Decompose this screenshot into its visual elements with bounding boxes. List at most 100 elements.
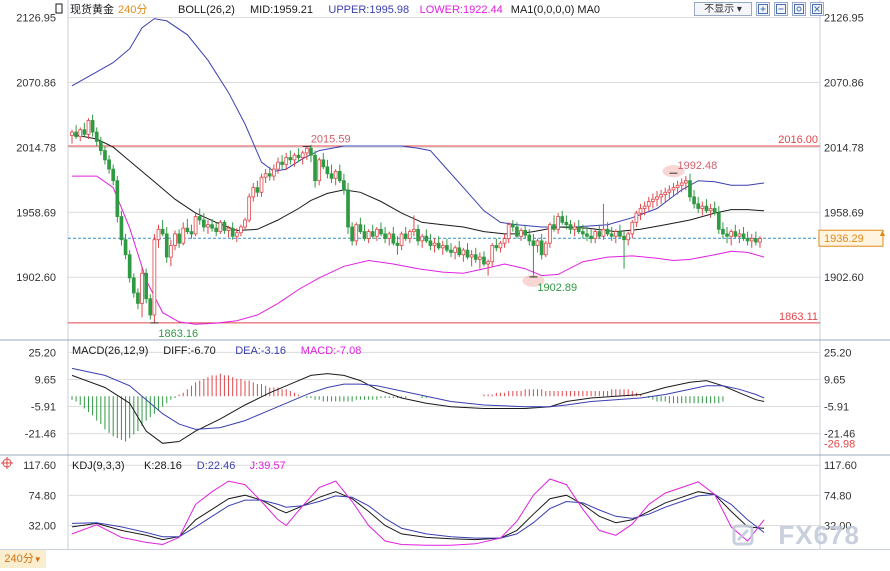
watermark-logo-icon <box>732 524 754 546</box>
candle-body <box>445 245 449 251</box>
candle-body <box>189 231 194 235</box>
candle-body <box>296 154 301 158</box>
candle-body <box>539 240 544 256</box>
candle-body <box>387 233 392 239</box>
candle-body <box>342 180 346 191</box>
candle-body <box>510 224 515 228</box>
add-panel-button[interactable] <box>756 2 770 16</box>
kdj-tick-label: 74.80 <box>28 490 56 502</box>
settings-button[interactable] <box>792 2 806 16</box>
macd-diff-line <box>71 373 765 444</box>
candle-body <box>230 227 235 237</box>
display-toggle-dropdown[interactable]: 不显示 ▾ <box>694 2 752 16</box>
macd-dea-line <box>71 367 765 430</box>
candle-body <box>506 224 511 239</box>
candle-body <box>94 131 99 142</box>
candle-body <box>655 196 659 200</box>
candle-body <box>375 228 379 237</box>
period-tab[interactable]: 240分▼ <box>0 550 46 568</box>
remove-panel-button[interactable] <box>774 2 788 16</box>
candle-body <box>626 233 631 241</box>
candle-body <box>127 254 132 279</box>
candle-body <box>251 187 256 198</box>
candle-body <box>428 240 433 246</box>
candle-body <box>416 228 420 242</box>
legend-item: BOLL(26,2) <box>178 4 235 16</box>
candle-body <box>288 157 293 161</box>
candle-body <box>164 233 169 258</box>
candle-body <box>502 238 507 244</box>
candle-body <box>758 238 762 243</box>
candle-body <box>185 227 190 233</box>
candle-body <box>745 238 750 242</box>
candle-body <box>593 231 598 239</box>
macd-tick-label: 9.65 <box>35 374 56 386</box>
candle-body <box>630 221 635 235</box>
reference-line-label: 2016.00 <box>778 134 818 146</box>
legend-main: 现货黄金 240分 BOLL(26,2) MID:1959.21 UPPER:199… <box>55 2 600 16</box>
panel-frames <box>0 0 890 549</box>
candle-body <box>642 205 647 209</box>
candle-body <box>651 198 655 202</box>
legend-item: MID:1959.21 <box>250 4 313 16</box>
candle-body <box>74 131 78 138</box>
candle-body <box>449 249 453 253</box>
legend-item: MACD(26,12,9) <box>72 345 148 357</box>
candle-body <box>461 249 466 256</box>
legend-item: MA1(0,0,0,0) MA0 <box>511 4 600 16</box>
candle-body <box>350 226 354 242</box>
candle-body <box>234 232 239 237</box>
candle-body <box>284 157 289 165</box>
candle-body <box>638 208 643 214</box>
candle-body <box>412 228 416 233</box>
candle-body <box>519 230 523 237</box>
candle-body <box>222 221 227 231</box>
candle-body <box>152 239 157 316</box>
price-tick-label: 2014.78 <box>16 142 56 154</box>
period-tab-label: 240分 <box>4 553 34 565</box>
y-axis-labels: 2126.95 2126.95 2070.86 2070.86 2014.78 2014.… <box>16 13 864 533</box>
candle-body <box>737 233 742 237</box>
candle-body <box>543 242 548 256</box>
candle-body <box>696 203 701 209</box>
kdj-tick-label: 117.60 <box>824 460 857 472</box>
candle-body <box>535 240 540 246</box>
annotation-label: 1992.48 <box>677 160 717 172</box>
candle-body <box>300 152 305 158</box>
candle-body <box>605 228 610 235</box>
candle-body <box>214 227 219 233</box>
legend-item: DIFF:-6.70 <box>163 345 216 357</box>
candle-body <box>383 233 387 239</box>
price-annotations: 2015.59 1992.48 1902.89 1863.16 <box>150 133 717 340</box>
candle-body <box>226 227 231 231</box>
candle-body <box>622 235 626 241</box>
candle-body <box>609 233 614 237</box>
candle-body <box>111 168 116 182</box>
legend-item: DEA:-3.16 <box>235 345 286 357</box>
candle-body <box>700 205 705 209</box>
candle-body <box>173 233 177 246</box>
price-tick-label: 2070.86 <box>16 77 56 89</box>
candle-body <box>148 298 153 316</box>
legend-macd: MACD(26,12,9) DIFF:-6.70 DEA:-3.16 MACD:-7.… <box>72 345 361 357</box>
macd-lines: -26.98 <box>71 367 855 450</box>
candle-body <box>663 191 668 195</box>
candle-body <box>304 147 309 154</box>
legend-item: J:39.57 <box>250 460 286 472</box>
annotation-highlight <box>522 274 545 287</box>
candle-body <box>333 171 338 179</box>
kdj-lines <box>71 478 765 546</box>
candle-body <box>527 234 532 242</box>
candle-body <box>659 194 663 198</box>
candle-body <box>436 242 441 249</box>
candle-body <box>243 219 247 228</box>
candle-body <box>267 173 272 177</box>
candle-body <box>309 147 313 156</box>
boll-upper-line <box>71 18 765 228</box>
candle-body <box>218 221 223 233</box>
legend-item: UPPER:1995.98 <box>328 4 409 16</box>
boll-bands <box>71 18 765 325</box>
candle-body <box>136 292 140 304</box>
close-panel-button[interactable] <box>810 2 824 16</box>
